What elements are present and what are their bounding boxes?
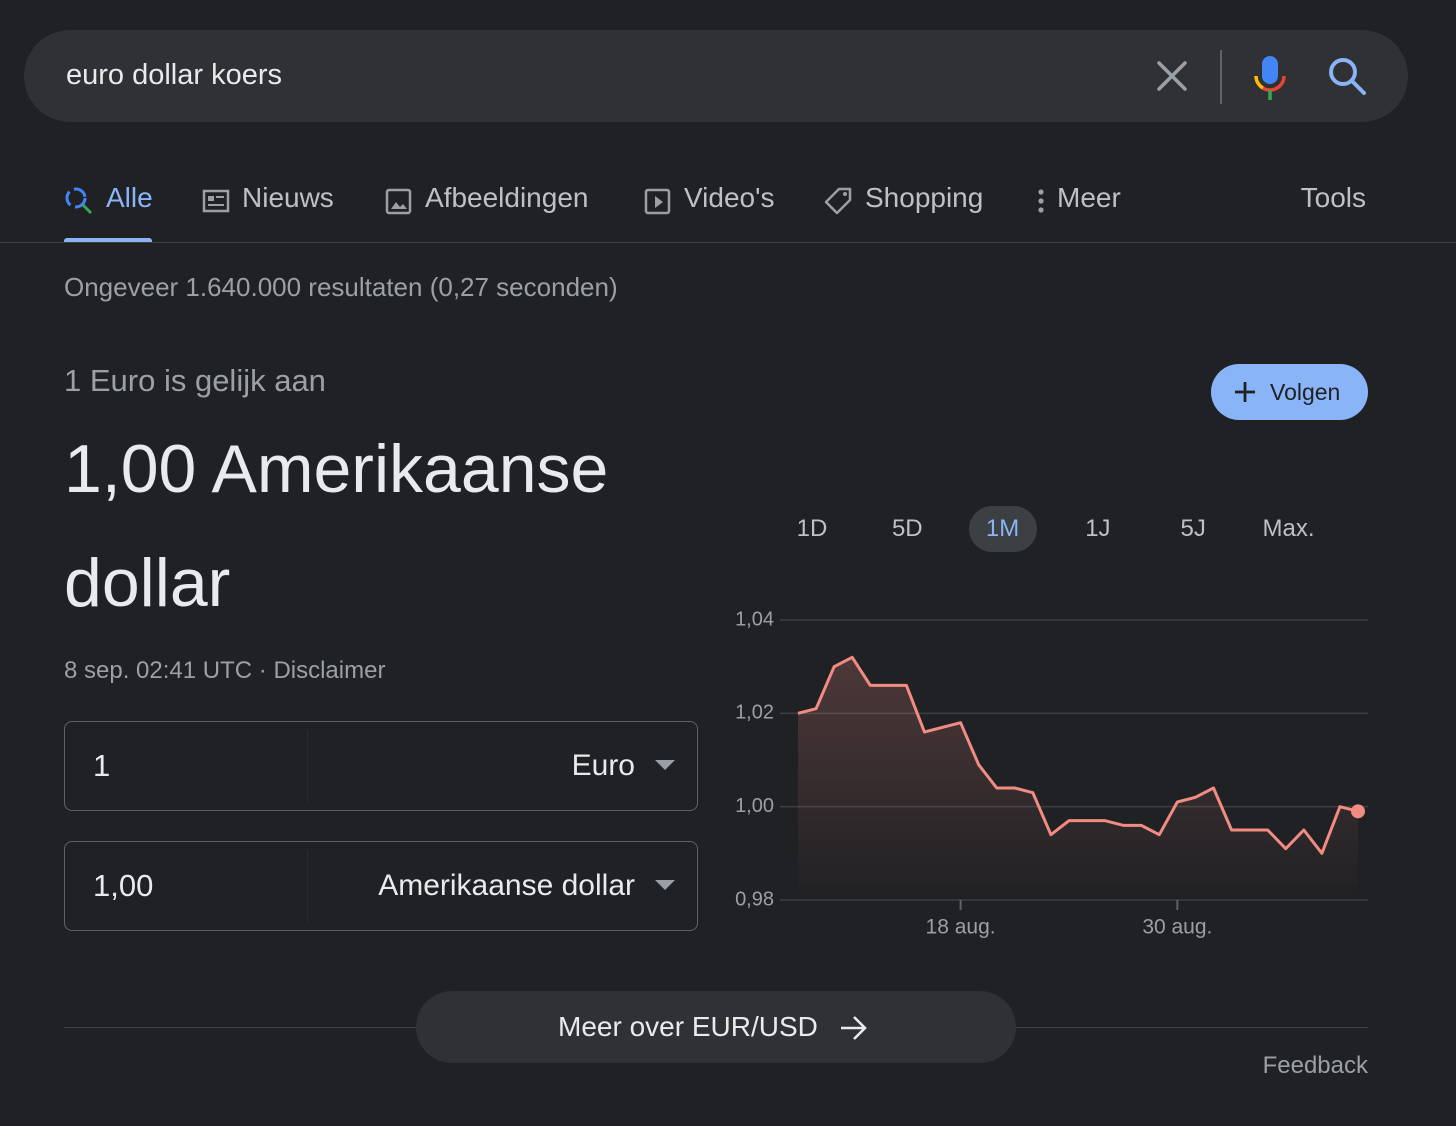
tab[interactable]: Shopping — [865, 182, 984, 213]
from-currency[interactable]: Euro — [571, 749, 635, 782]
tools-tab[interactable]: Tools — [1300, 182, 1366, 213]
range-button[interactable]: 1M — [968, 506, 1037, 552]
tab-icon-videos — [644, 188, 671, 215]
arrow-icon — [841, 1016, 867, 1040]
y-tick-label: 1,04 — [735, 608, 774, 630]
voice-search[interactable] — [1254, 56, 1286, 100]
to-currency[interactable]: Amerikaanse dollar — [378, 869, 635, 902]
follow-label: Volgen — [1270, 379, 1341, 405]
feedback-link[interactable]: Feedback — [1262, 1052, 1368, 1079]
more-label: Meer over EUR/USD — [558, 1011, 818, 1042]
tab-icon-all — [65, 187, 93, 215]
search-button[interactable] — [1329, 58, 1366, 95]
y-tick-label: 1,02 — [735, 702, 774, 724]
x-tick-label: 18 aug. — [926, 916, 996, 939]
tab-icon-images — [385, 188, 412, 215]
input-divider — [307, 850, 308, 922]
from-input[interactable]: 1 Euro — [64, 721, 698, 811]
follow-button[interactable]: Volgen — [1211, 364, 1368, 420]
area — [798, 657, 1358, 900]
disclaimer-link[interactable]: Disclaimer — [273, 657, 386, 684]
from-amount[interactable]: 1 — [93, 748, 111, 783]
last-point — [1351, 804, 1365, 819]
search-query[interactable]: euro dollar koers — [66, 59, 282, 91]
search-icons — [1157, 50, 1366, 104]
range-button[interactable]: 1D — [796, 515, 828, 542]
tab-icon-more — [1038, 189, 1044, 213]
tab-divider — [0, 242, 1456, 243]
timestamp-line: 8 sep. 02:41 UTC · Disclaimer — [64, 656, 385, 686]
line — [797, 655, 1359, 855]
range-button[interactable]: 5D — [891, 515, 923, 542]
x-tick-label: 30 aug. — [1142, 916, 1212, 939]
active-tab-indicator — [64, 238, 152, 243]
to-input[interactable]: 1,00 Amerikaanse dollar — [64, 841, 698, 931]
converter-result: 1,00 Amerikaanse dollar — [64, 431, 609, 621]
range-button[interactable]: Max. — [1262, 515, 1315, 542]
dropdown-caret[interactable] — [655, 760, 675, 772]
timestamp: 8 sep. 02:41 UTC · — [64, 657, 267, 684]
search-bar[interactable] — [24, 30, 1408, 122]
y-tick-label: 0,98 — [735, 888, 774, 910]
range-selector: 1D 5D 1M 1J 5J Max. — [764, 506, 1384, 552]
tab-icon-shopping — [824, 187, 852, 215]
more-button[interactable]: Meer over EUR/USD — [416, 991, 1016, 1063]
clear-button[interactable] — [1157, 61, 1187, 91]
tab[interactable]: Alle — [106, 182, 153, 213]
y-tick-label: 1,00 — [735, 795, 774, 817]
tab[interactable]: Meer — [1057, 182, 1121, 213]
range-button[interactable]: 5J — [1180, 515, 1206, 542]
tab[interactable]: Nieuws — [242, 182, 334, 213]
tab[interactable]: Afbeeldingen — [425, 182, 589, 213]
result-stats: Ongeveer 1.640.000 resultaten (0,27 seco… — [64, 272, 618, 302]
dropdown-caret[interactable] — [655, 880, 675, 892]
input-divider — [307, 730, 308, 802]
range-button[interactable]: 1J — [1085, 515, 1111, 542]
tab-icon-news — [202, 189, 230, 213]
converter-lead: 1 Euro is gelijk aan — [64, 363, 326, 398]
tab[interactable]: Video's — [684, 182, 775, 213]
to-amount[interactable]: 1,00 — [93, 868, 154, 903]
plus-icon — [1235, 382, 1255, 402]
chart: 0,98 1,00 1,02 1,04 18 aug. 30 aug. — [735, 608, 1368, 939]
